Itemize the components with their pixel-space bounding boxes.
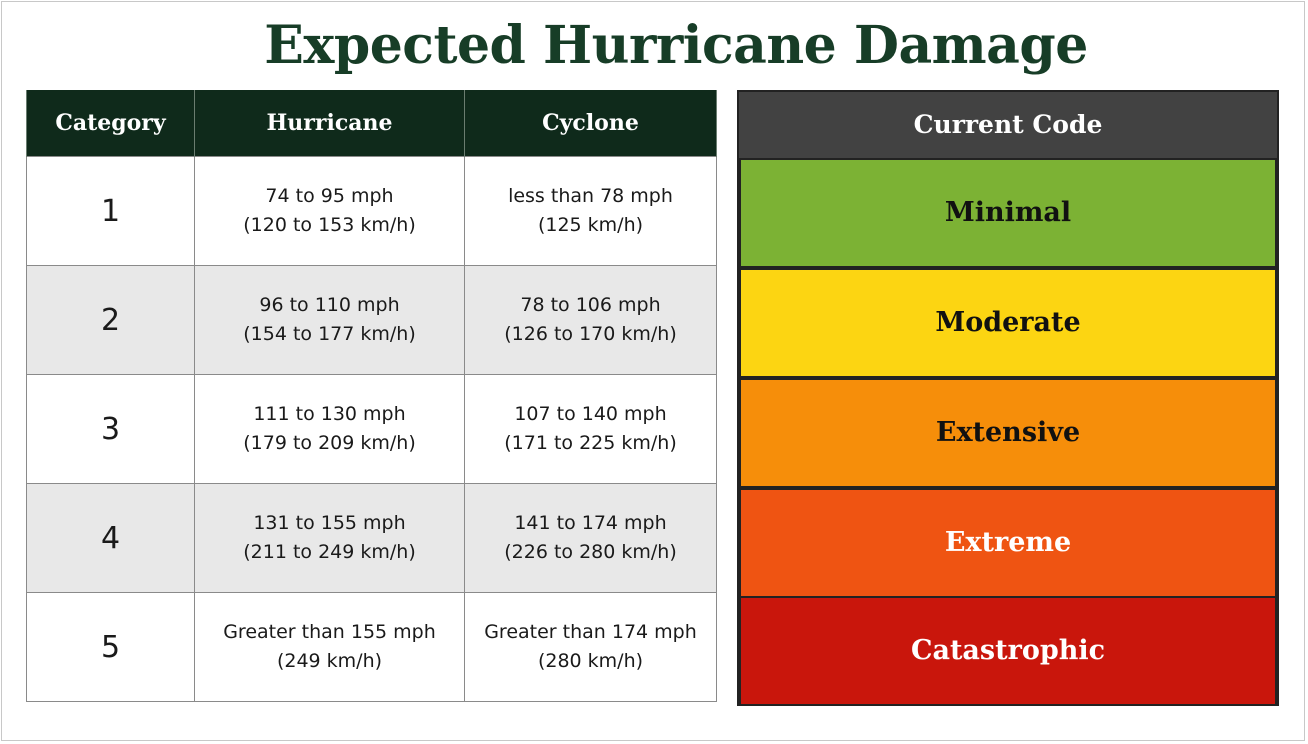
speed-mph: 131 to 155 mph xyxy=(253,512,406,534)
hurricane-speed: 131 to 155 mph (211 to 249 km/h) xyxy=(194,483,465,593)
header-hurricane: Hurricane xyxy=(194,90,465,157)
code-level-catastrophic: Catastrophic xyxy=(741,598,1275,704)
code-level-extreme: Extreme xyxy=(741,490,1275,596)
table-row: 1 74 to 95 mph (120 to 153 km/h) less tha… xyxy=(26,156,717,266)
header-cyclone: Cyclone xyxy=(464,90,717,157)
page-title: Expected Hurricane Damage xyxy=(264,15,1088,76)
header-category: Category xyxy=(26,90,195,157)
speed-kmh: (154 to 177 km/h) xyxy=(243,323,416,345)
category-number: 3 xyxy=(26,374,195,484)
hurricane-speed: 74 to 95 mph (120 to 153 km/h) xyxy=(194,156,465,266)
hurricane-speed: 111 to 130 mph (179 to 209 km/h) xyxy=(194,374,465,484)
speed-kmh: (226 to 280 km/h) xyxy=(504,541,677,563)
code-level-extensive: Extensive xyxy=(741,380,1275,486)
speed-mph: 74 to 95 mph xyxy=(265,185,394,207)
speed-kmh: (211 to 249 km/h) xyxy=(243,541,416,563)
speed-mph: 96 to 110 mph xyxy=(259,294,400,316)
table-row: 3 111 to 130 mph (179 to 209 km/h) 107 to… xyxy=(26,374,717,484)
speed-mph: 107 to 140 mph xyxy=(514,403,667,425)
cyclone-speed: less than 78 mph (125 km/h) xyxy=(464,156,717,266)
speed-kmh: (126 to 170 km/h) xyxy=(504,323,677,345)
category-number: 2 xyxy=(26,265,195,375)
category-number: 5 xyxy=(26,592,195,702)
table-row: 5 Greater than 155 mph (249 km/h) Greater… xyxy=(26,592,717,702)
speed-mph: Greater than 155 mph xyxy=(223,621,436,643)
current-code-header: Current Code xyxy=(739,92,1277,158)
speed-kmh: (179 to 209 km/h) xyxy=(243,432,416,454)
speed-mph: 78 to 106 mph xyxy=(520,294,661,316)
table-row: 4 131 to 155 mph (211 to 249 km/h) 141 to… xyxy=(26,483,717,593)
cyclone-speed: Greater than 174 mph (280 km/h) xyxy=(464,592,717,702)
code-level-minimal: Minimal xyxy=(741,160,1275,266)
speed-mph: less than 78 mph xyxy=(508,185,673,207)
speed-mph: 141 to 174 mph xyxy=(514,512,667,534)
speed-kmh: (120 to 153 km/h) xyxy=(243,214,416,236)
speed-kmh: (249 km/h) xyxy=(276,650,383,672)
table-row: 2 96 to 110 mph (154 to 177 km/h) 78 to 1… xyxy=(26,265,717,375)
cyclone-speed: 141 to 174 mph (226 to 280 km/h) xyxy=(464,483,717,593)
category-number: 4 xyxy=(26,483,195,593)
speed-kmh: (280 km/h) xyxy=(537,650,644,672)
speed-mph: 111 to 130 mph xyxy=(253,403,406,425)
table-header-row: Category Hurricane Cyclone xyxy=(26,90,717,157)
category-table: Category Hurricane Cyclone 1 74 to 95 mp… xyxy=(26,90,717,702)
current-code-panel: Current Code Minimal Moderate Extensive … xyxy=(737,90,1279,706)
cyclone-speed: 107 to 140 mph (171 to 225 km/h) xyxy=(464,374,717,484)
code-level-moderate: Moderate xyxy=(741,270,1275,376)
hurricane-speed: 96 to 110 mph (154 to 177 km/h) xyxy=(194,265,465,375)
cyclone-speed: 78 to 106 mph (126 to 170 km/h) xyxy=(464,265,717,375)
category-number: 1 xyxy=(26,156,195,266)
speed-kmh: (171 to 225 km/h) xyxy=(504,432,677,454)
speed-kmh: (125 km/h) xyxy=(537,214,644,236)
hurricane-speed: Greater than 155 mph (249 km/h) xyxy=(194,592,465,702)
speed-mph: Greater than 174 mph xyxy=(484,621,697,643)
